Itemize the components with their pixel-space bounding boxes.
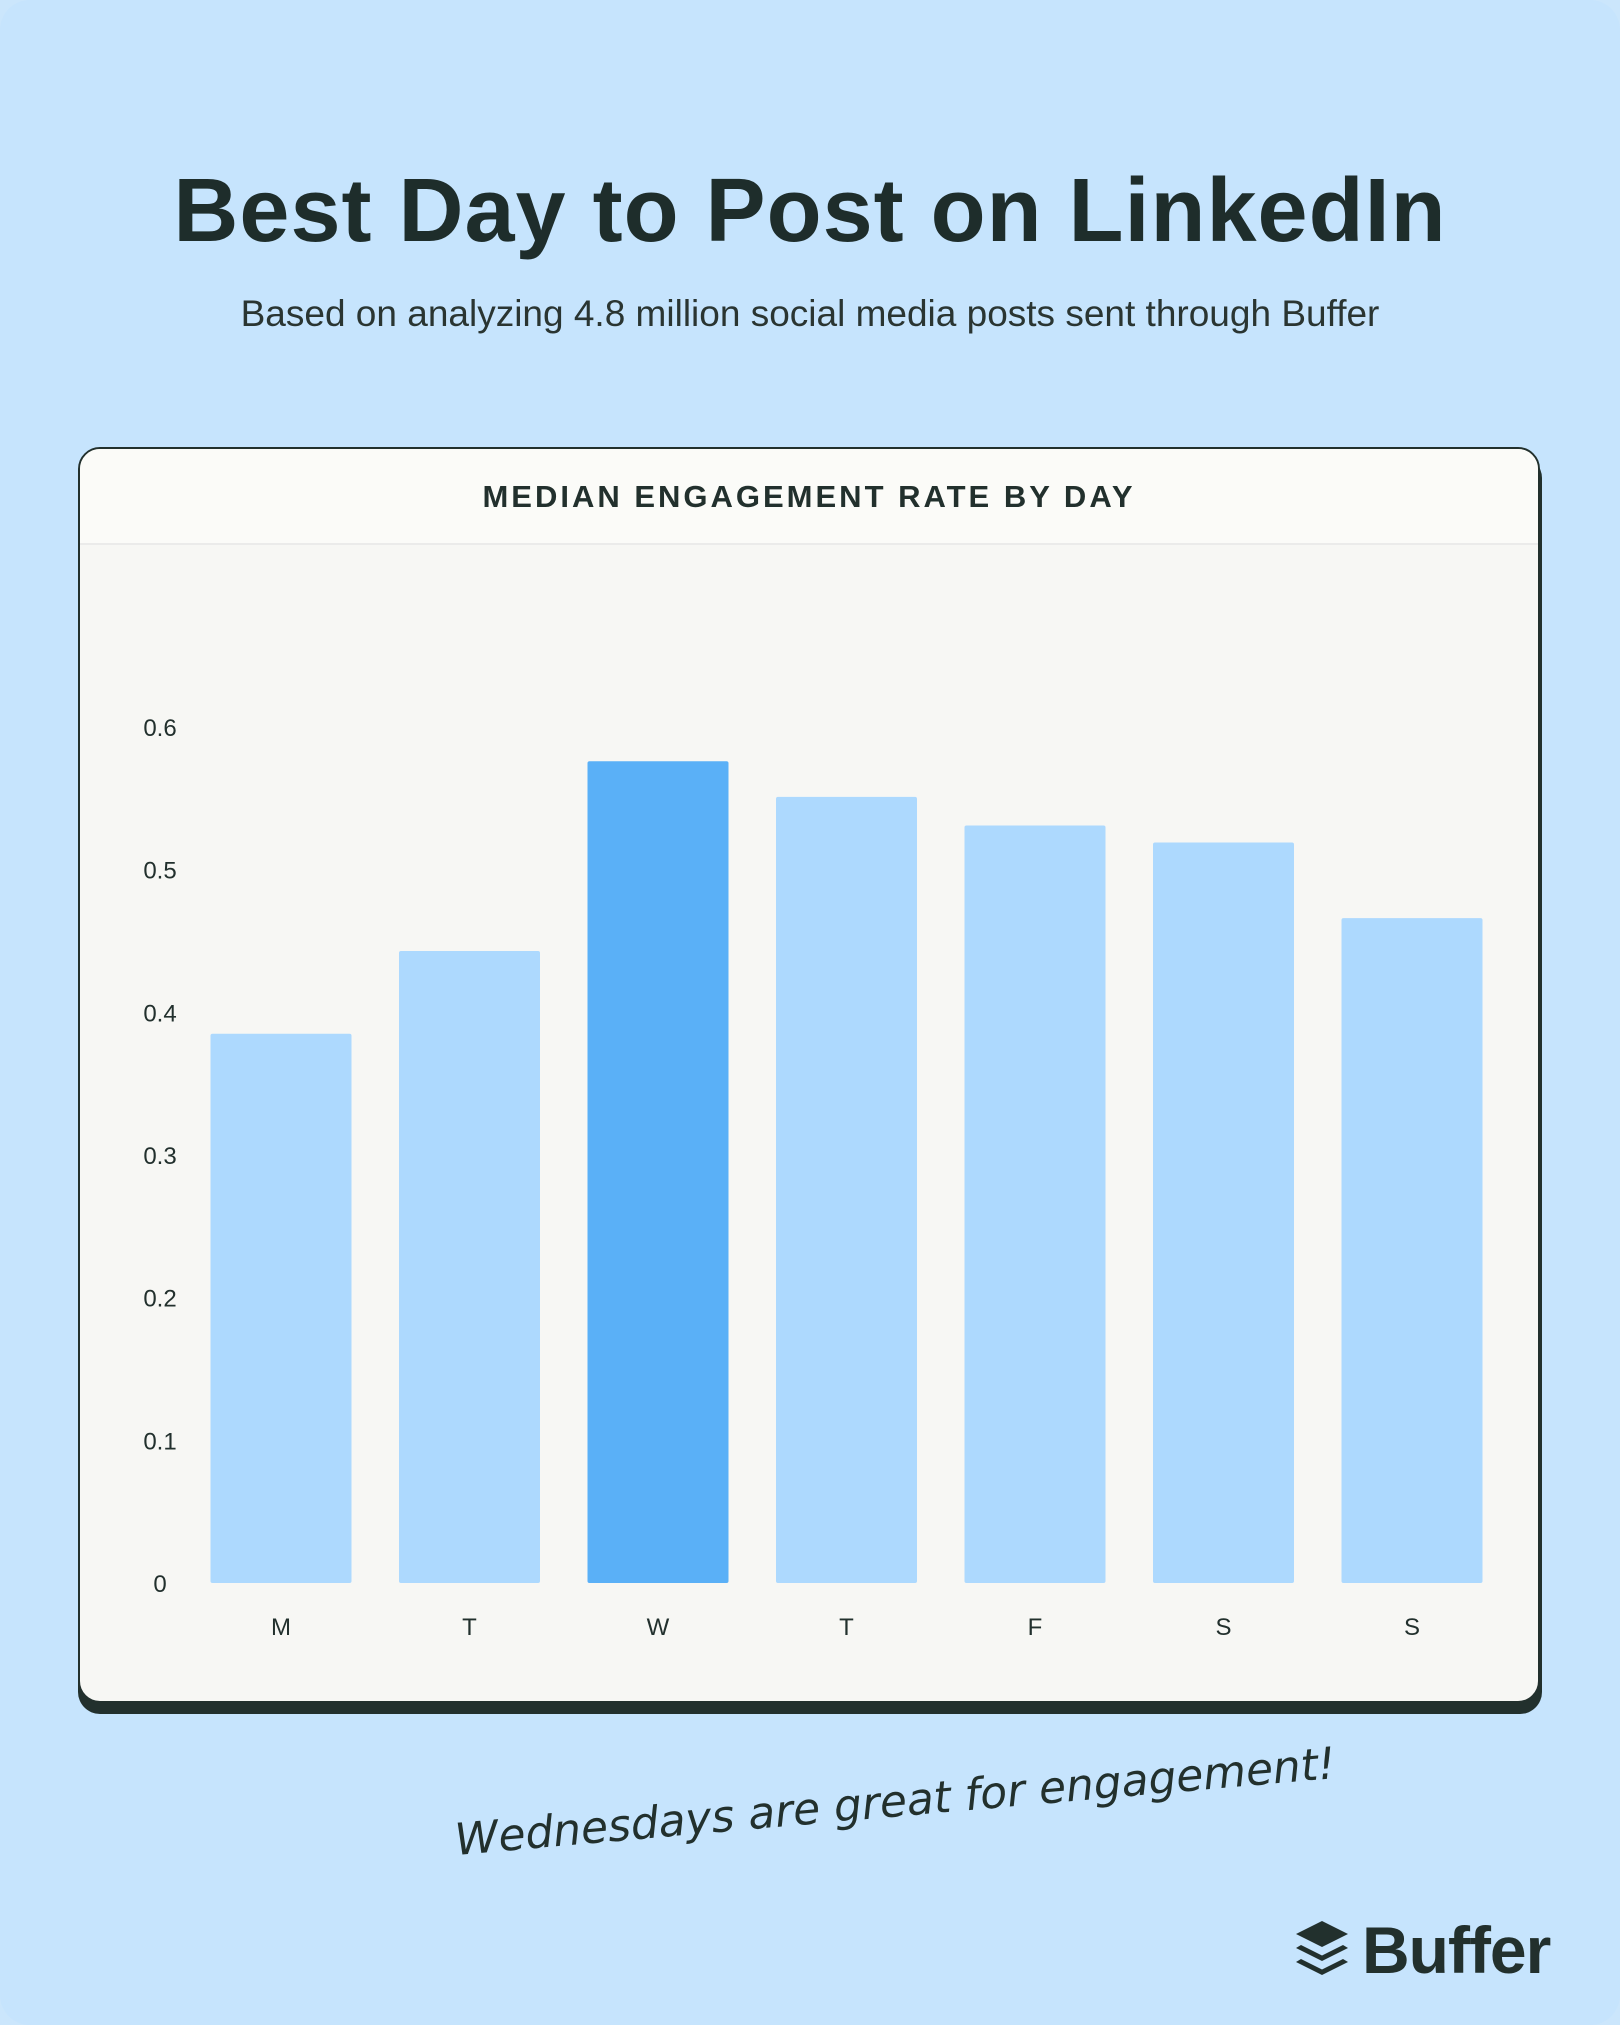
page-subtitle: Based on analyzing 4.8 million social me… (240, 293, 1380, 334)
y-tick-label: 0.1 (143, 1428, 176, 1455)
page-title: Best Day to Post on LinkedIn (173, 161, 1447, 261)
bar-chart: 0 0.1 0.2 0.3 0.4 0.5 0.6 M T W T F S S (143, 715, 1483, 1641)
chart-card: MEDIAN ENGAGEMENT RATE BY DAY 0 0.1 0.2 0.3… (78, 447, 1540, 1703)
brand-logo: Buffer (1294, 1910, 1551, 1990)
bar-2 (587, 761, 729, 1583)
x-tick-label: W (647, 1614, 670, 1641)
bar-4 (964, 825, 1106, 1583)
x-tick-label: T (462, 1614, 477, 1641)
y-tick-label: 0.6 (143, 715, 176, 742)
y-tick-label: 0.4 (143, 1000, 176, 1027)
x-tick-label: M (271, 1614, 291, 1641)
y-tick-label: 0 (153, 1571, 166, 1598)
x-tick-label: S (1404, 1614, 1420, 1641)
bar-1 (399, 950, 540, 1583)
x-tick-label: F (1028, 1614, 1043, 1641)
buffer-layers-icon (1296, 1921, 1348, 1975)
x-tick-label: T (839, 1614, 854, 1641)
y-tick-label: 0.5 (143, 858, 176, 885)
y-tick-label: 0.2 (143, 1286, 176, 1313)
brand-name: Buffer (1362, 1913, 1551, 1987)
bar-5 (1153, 842, 1294, 1583)
x-tick-label: S (1215, 1614, 1231, 1641)
bar-6 (1341, 918, 1483, 1583)
bar-3 (776, 796, 917, 1583)
chart-title: MEDIAN ENGAGEMENT RATE BY DAY (80, 449, 1538, 545)
y-tick-label: 0.3 (143, 1143, 176, 1170)
bar-0 (210, 1033, 352, 1583)
